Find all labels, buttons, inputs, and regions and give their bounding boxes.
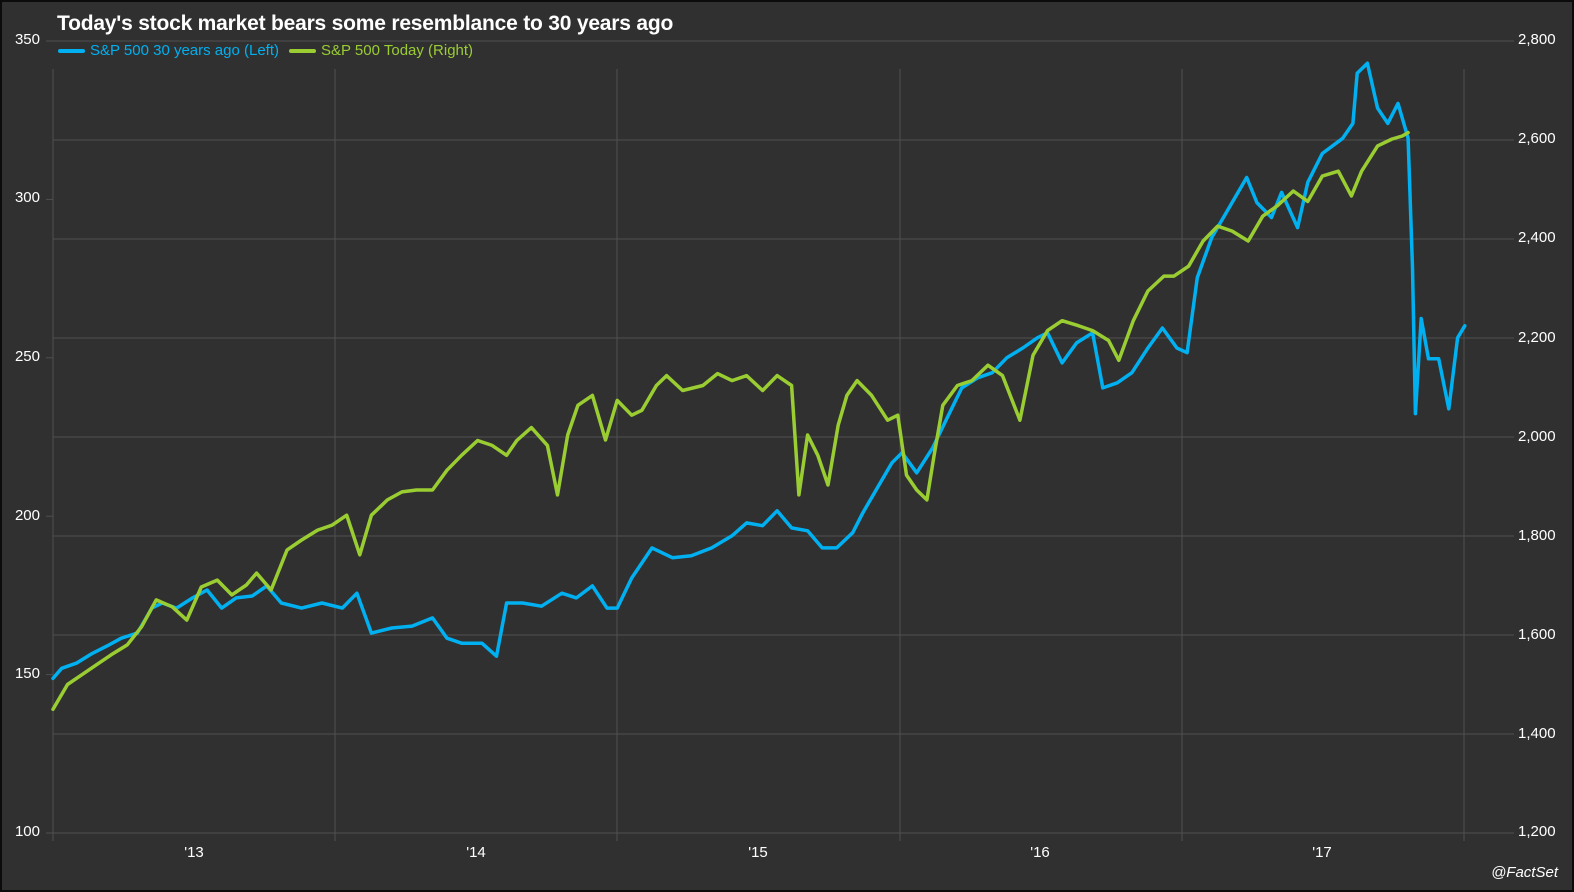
legend-label-past: S&P 500 30 years ago (Left) [90, 42, 280, 59]
right-axis-tick: 2,600 [1518, 130, 1556, 147]
source-credit: @FactSet [1491, 864, 1558, 881]
right-axis-tick: 1,800 [1518, 527, 1556, 544]
left-axis-tick: 250 [14, 348, 40, 365]
legend-swatch-past [58, 48, 85, 53]
legend-item-past: S&P 500 30 years ago (Left) [58, 42, 279, 59]
right-axis-tick: 2,000 [1518, 428, 1556, 445]
x-axis-tick: '17 [1312, 844, 1332, 861]
x-axis-tick: '13 [184, 844, 204, 861]
right-axis-tick: 1,600 [1518, 626, 1556, 643]
legend-swatch-today [289, 48, 317, 53]
left-axis-tick: 150 [14, 665, 40, 682]
series-line-today [51, 130, 1410, 712]
right-axis-tick: 1,400 [1518, 725, 1556, 742]
left-axis-tick: 300 [14, 189, 40, 206]
chart-title: Today's stock market bears some resembla… [57, 12, 674, 35]
x-axis-tick: '16 [1030, 844, 1050, 861]
left-axis-tick: 200 [14, 507, 40, 524]
left-axis-tick: 350 [14, 31, 40, 48]
legend-label-today: S&P 500 Today (Right) [321, 42, 474, 59]
right-axis-tick: 1,200 [1518, 823, 1556, 840]
left-axis-tick: 100 [14, 823, 40, 840]
x-axis-tick: '15 [748, 844, 768, 861]
right-axis-tick: 2,200 [1518, 329, 1556, 346]
legend-item-today: S&P 500 Today (Right) [289, 42, 473, 59]
legend: S&P 500 30 years ago (Left) S&P 500 Toda… [58, 42, 477, 59]
right-axis-tick: 2,800 [1518, 31, 1556, 48]
right-axis-tick: 2,400 [1518, 229, 1556, 246]
x-axis-tick: '14 [466, 844, 486, 861]
series-line-30-years-ago [51, 61, 1467, 681]
